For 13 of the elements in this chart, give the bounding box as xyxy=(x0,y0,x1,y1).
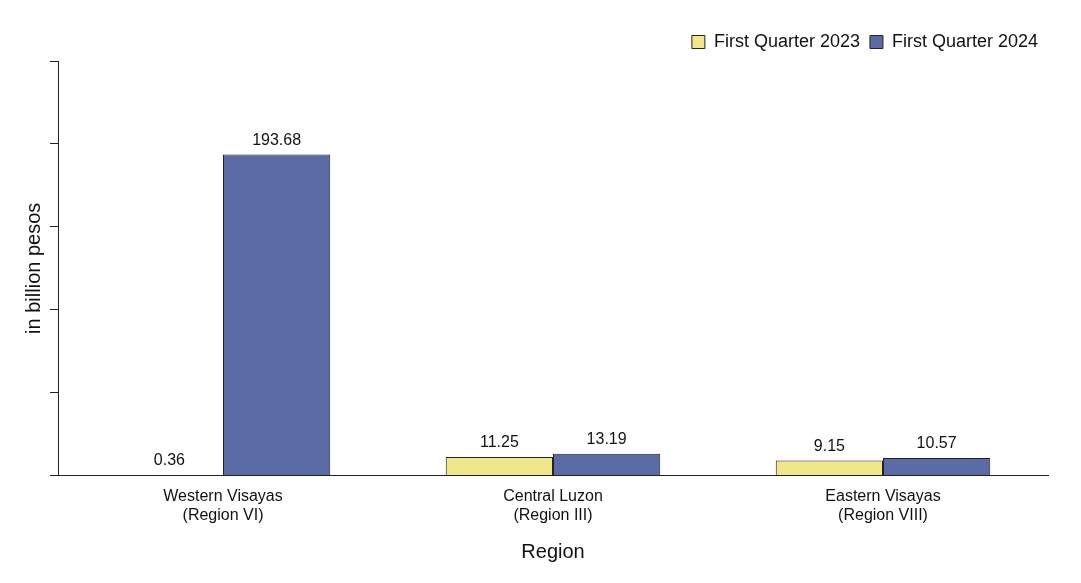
legend-label: First Quarter 2024 xyxy=(891,30,1039,51)
legend-label: First Quarter 2023 xyxy=(713,30,860,51)
y-axis-title: in billion pesos xyxy=(21,202,44,334)
data-label: 0.36 xyxy=(153,451,186,469)
x-tick-label: Central Luzon (Region III) xyxy=(503,486,603,523)
x-axis-title: Region xyxy=(521,539,585,562)
x-tick-label: Eastern Visayas (Region VIII) xyxy=(825,486,941,523)
data-label: 11.25 xyxy=(479,433,519,451)
data-label: 13.19 xyxy=(586,430,627,448)
data-label: 9.15 xyxy=(813,436,846,454)
x-tick-label: Western Visayas (Region VI) xyxy=(163,486,283,523)
data-label: 193.68 xyxy=(252,130,302,148)
data-label: 10.57 xyxy=(916,434,957,452)
